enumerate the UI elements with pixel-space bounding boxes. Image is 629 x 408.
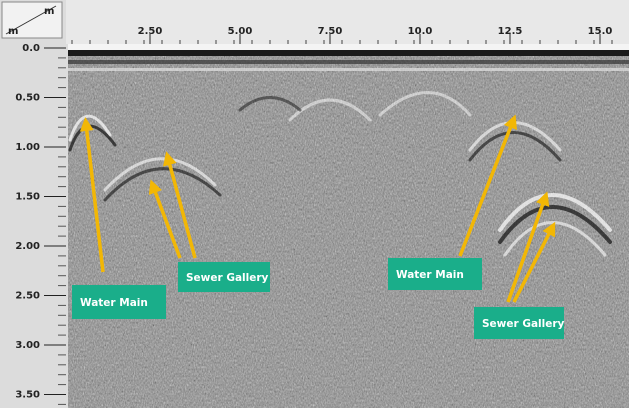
x-tick-label: 12.5 [498,26,523,37]
radargram [68,44,629,408]
annotation-label: Sewer Gallery [186,272,269,284]
annotation-label: Water Main [80,297,148,309]
y-tick-label: 3.00 [15,340,40,351]
y-tick-label: 3.50 [15,390,40,401]
x-tick-label: 2.50 [138,26,163,37]
x-tick-label: 15.0 [588,26,613,37]
radargram-noise [68,44,629,408]
x-tick-label: 10.0 [408,26,433,37]
y-tick-label: 0.50 [15,93,40,104]
y-tick-label: 2.50 [15,291,40,302]
x-tick-label: 7.50 [318,26,343,37]
surface-band [68,68,629,71]
x-tick-label: 5.00 [228,26,253,37]
surface-band [68,60,629,64]
y-tick-label: 1.50 [15,192,40,203]
gpr-screenshot: m m 2.50 5.00 7.50 10.0 12.5 15.0 0.0 0.50 1.00 1.5… [0,0,629,408]
annotation-label: Water Main [396,269,464,281]
annotation-label: Sewer Gallery [482,318,565,330]
surface-band [68,44,629,50]
y-tick-label: 0.0 [22,43,40,54]
y-tick-label: 2.00 [15,241,40,252]
surface-band [68,50,629,56]
corner-x-unit: m [44,6,54,17]
corner-y-unit: m [8,26,18,37]
y-tick-label: 1.00 [15,142,40,153]
